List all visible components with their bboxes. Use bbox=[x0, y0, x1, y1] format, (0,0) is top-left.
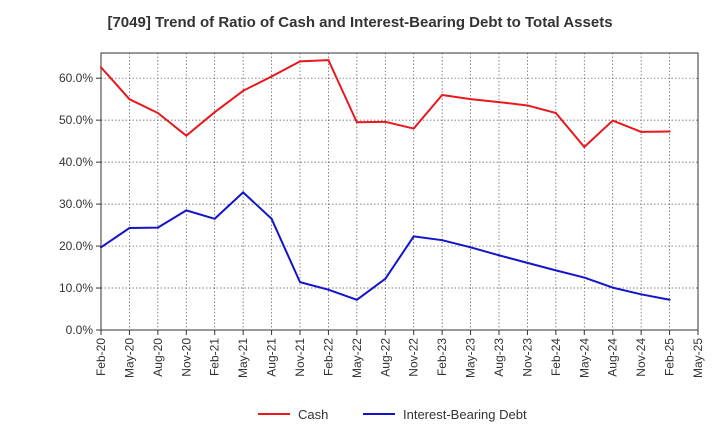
data-point-interest-bearing-debt bbox=[441, 239, 444, 242]
grid-layer bbox=[100, 53, 699, 331]
data-point-interest-bearing-debt bbox=[100, 246, 102, 249]
x-tick-label: Feb-22 bbox=[321, 338, 335, 376]
data-point-interest-bearing-debt bbox=[611, 286, 614, 289]
data-point-cash bbox=[441, 93, 444, 96]
x-tick-label: Aug-23 bbox=[492, 338, 506, 377]
x-tick-label: May-22 bbox=[350, 338, 364, 378]
y-tick-label: 60.0% bbox=[59, 71, 93, 85]
data-point-cash bbox=[640, 130, 643, 133]
data-point-interest-bearing-debt bbox=[270, 217, 273, 220]
x-tick-label: May-23 bbox=[464, 338, 478, 378]
data-point-interest-bearing-debt bbox=[526, 261, 529, 264]
y-tick-label: 50.0% bbox=[59, 113, 93, 127]
series-layer bbox=[100, 59, 671, 301]
y-tick-label: 20.0% bbox=[59, 239, 93, 253]
x-tick-label: May-25 bbox=[691, 338, 705, 378]
data-point-interest-bearing-debt bbox=[327, 288, 330, 291]
data-point-cash bbox=[469, 98, 472, 101]
data-point-cash bbox=[156, 112, 159, 115]
data-point-cash bbox=[270, 75, 273, 78]
legend-label-interest-bearing-debt: Interest-Bearing Debt bbox=[403, 407, 527, 422]
x-tick-label: May-21 bbox=[236, 338, 250, 378]
y-axis-ticks: 0.0% 10.0% 20.0% 30.0% 40.0% 50.0% 60.0% bbox=[59, 71, 101, 337]
x-tick-label: Feb-25 bbox=[663, 338, 677, 376]
x-tick-label: Aug-20 bbox=[151, 338, 165, 377]
x-tick-label: Nov-21 bbox=[293, 338, 307, 377]
y-tick-label: 0.0% bbox=[66, 323, 94, 337]
x-tick-label: Aug-21 bbox=[265, 338, 279, 377]
x-tick-label: Feb-23 bbox=[435, 338, 449, 376]
y-tick-label: 30.0% bbox=[59, 197, 93, 211]
data-point-interest-bearing-debt bbox=[640, 293, 643, 296]
data-point-cash bbox=[100, 66, 102, 69]
data-point-interest-bearing-debt bbox=[498, 254, 500, 257]
data-point-interest-bearing-debt bbox=[412, 235, 415, 238]
data-point-cash bbox=[128, 98, 131, 101]
data-point-cash bbox=[384, 120, 387, 123]
data-point-interest-bearing-debt bbox=[185, 209, 188, 212]
data-point-interest-bearing-debt bbox=[668, 298, 671, 301]
legend: Cash Interest-Bearing Debt bbox=[258, 407, 527, 422]
x-tick-label: Nov-20 bbox=[179, 338, 193, 377]
data-point-interest-bearing-debt bbox=[242, 191, 245, 194]
data-point-interest-bearing-debt bbox=[384, 277, 387, 280]
data-point-interest-bearing-debt bbox=[355, 298, 358, 301]
data-point-cash bbox=[498, 101, 500, 104]
data-point-cash bbox=[611, 119, 614, 122]
data-point-interest-bearing-debt bbox=[299, 281, 301, 284]
y-tick-label: 10.0% bbox=[59, 281, 93, 295]
data-point-interest-bearing-debt bbox=[469, 246, 472, 249]
data-point-cash bbox=[355, 121, 358, 124]
plot-area bbox=[100, 52, 699, 331]
data-point-cash bbox=[213, 111, 216, 114]
x-tick-label: Nov-22 bbox=[407, 338, 421, 377]
x-tick-label: Nov-24 bbox=[634, 338, 648, 377]
data-point-interest-bearing-debt bbox=[128, 227, 131, 230]
data-point-cash bbox=[412, 127, 415, 130]
data-point-cash bbox=[185, 134, 188, 137]
data-point-cash bbox=[299, 60, 301, 63]
legend-label-cash: Cash bbox=[298, 407, 328, 422]
data-point-interest-bearing-debt bbox=[554, 269, 557, 272]
chart-title: [7049] Trend of Ratio of Cash and Intere… bbox=[107, 14, 613, 31]
data-point-interest-bearing-debt bbox=[213, 217, 216, 220]
x-tick-label: May-24 bbox=[577, 338, 591, 378]
data-point-cash bbox=[327, 59, 330, 62]
x-tick-label: Aug-22 bbox=[378, 338, 392, 377]
data-point-cash bbox=[668, 130, 671, 133]
x-tick-label: May-20 bbox=[122, 338, 136, 378]
y-tick-label: 40.0% bbox=[59, 155, 93, 169]
x-tick-label: Feb-24 bbox=[549, 338, 563, 376]
data-point-cash bbox=[526, 104, 529, 107]
data-point-interest-bearing-debt bbox=[583, 276, 586, 279]
data-point-interest-bearing-debt bbox=[156, 226, 159, 229]
x-tick-label: Aug-24 bbox=[606, 338, 620, 377]
data-point-cash bbox=[583, 146, 586, 149]
x-tick-label: Feb-21 bbox=[208, 338, 222, 376]
x-tick-label: Feb-20 bbox=[94, 338, 108, 376]
x-axis-ticks: Feb-20 May-20 Aug-20 Nov-20 Feb-21 May-21 Aug-… bbox=[94, 330, 705, 378]
data-point-cash bbox=[242, 89, 245, 92]
data-point-cash bbox=[554, 112, 557, 115]
x-tick-label: Nov-23 bbox=[520, 338, 534, 377]
